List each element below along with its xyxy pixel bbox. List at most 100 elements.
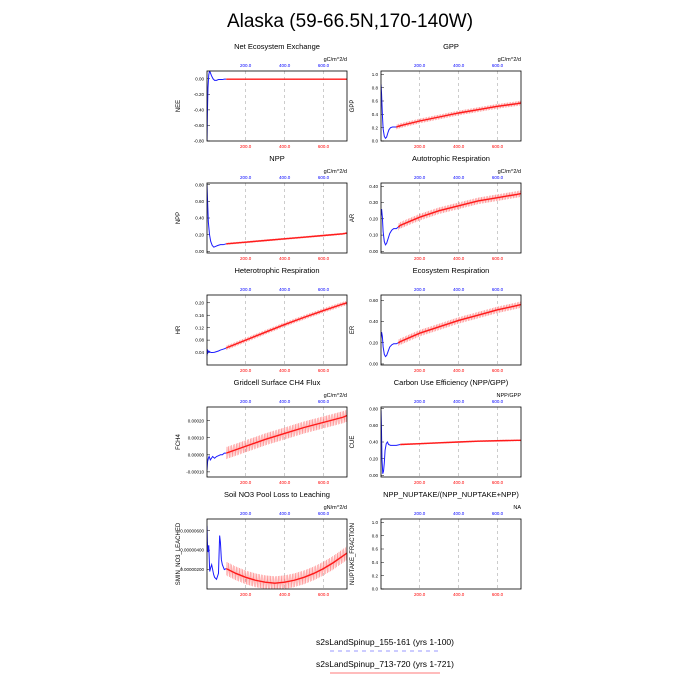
y-tick-label: 0.30	[369, 200, 378, 205]
panel-frame	[206, 182, 348, 254]
data-group	[207, 409, 347, 471]
y-tick-label: 0.00	[369, 473, 378, 478]
panel-frame	[206, 294, 348, 366]
data-group	[381, 190, 521, 246]
panel-frame	[206, 70, 348, 142]
y-tick-label: 0.80	[369, 406, 378, 411]
y-tick-label: 0.20	[195, 300, 204, 305]
panel-units: gC/m^2/d	[324, 393, 347, 399]
top-tick-label: 200.0	[240, 63, 252, 68]
series-line-0	[381, 209, 401, 246]
bottom-tick-label: 600.0	[318, 256, 330, 261]
top-tick-label: 600.0	[492, 511, 504, 516]
bottom-tick-label: 200.0	[240, 592, 252, 597]
y-tick-label: 0.08	[195, 338, 204, 343]
y-tick-label: 0.80	[195, 182, 204, 187]
y-tick-label: 1.0	[372, 72, 379, 77]
bottom-tick-label: 400.0	[453, 592, 465, 597]
series-line-1	[226, 232, 347, 245]
y-tick-label: 0.6	[372, 547, 379, 552]
top-tick-label: 600.0	[492, 399, 504, 404]
y-tick-label: 0.40	[369, 184, 378, 189]
top-tick-label: 600.0	[318, 511, 330, 516]
y-tick-label: 0.60	[369, 298, 378, 303]
bottom-tick-label: 600.0	[492, 368, 504, 373]
y-tick-label: -0.20	[194, 92, 205, 97]
panel-frame	[206, 518, 348, 590]
series-line-0	[207, 71, 227, 141]
y-axis-label: GPP	[350, 100, 356, 113]
y-tick-label: 0.60	[369, 423, 378, 428]
y-tick-label: 0.8	[372, 533, 379, 538]
legend: s2sLandSpinup_155-161 (yrs 1-100) s2sLan…	[316, 637, 454, 674]
bottom-tick-label: 600.0	[318, 480, 330, 485]
bottom-tick-label: 200.0	[240, 368, 252, 373]
y-tick-label: 0.2	[372, 573, 379, 578]
bottom-tick-label: 400.0	[279, 368, 291, 373]
bottom-tick-label: 600.0	[492, 256, 504, 261]
bottom-tick-label: 200.0	[414, 368, 426, 373]
top-tick-label: 600.0	[318, 399, 330, 404]
data-group	[207, 71, 347, 141]
y-tick-label: 0.00010	[188, 435, 205, 440]
panel-title: Autotrophic Respiration	[412, 154, 490, 163]
series-band-1	[396, 100, 521, 130]
y-axis-label: NPP	[176, 212, 182, 224]
top-tick-label: 200.0	[240, 175, 252, 180]
y-tick-label: 0.16	[195, 313, 204, 318]
bottom-tick-label: 200.0	[240, 256, 252, 261]
panel-units: NPP/GPP	[497, 393, 522, 399]
y-tick-label: -0.80	[194, 139, 205, 144]
top-tick-label: 600.0	[318, 63, 330, 68]
bottom-tick-label: 600.0	[492, 592, 504, 597]
top-tick-label: 600.0	[492, 287, 504, 292]
data-group	[381, 84, 521, 140]
panel-units: gC/m^2/d	[498, 169, 521, 175]
panel-frame	[380, 70, 522, 142]
y-axis-label: NUPTAKE_FRACTION	[350, 523, 356, 585]
y-tick-label: 0.40	[369, 440, 378, 445]
panel-7: Carbon Use Efficiency (NPP/GPP) NPP/GPP 20…	[350, 378, 522, 485]
bottom-tick-label: 600.0	[318, 144, 330, 149]
bottom-tick-label: 400.0	[453, 480, 465, 485]
panel-2: NPP gC/m^2/d 200.0 200.0 400.0 400.0 600.0 600.…	[176, 154, 348, 261]
bottom-tick-label: 200.0	[414, 480, 426, 485]
y-axis-label: NEE	[176, 100, 182, 112]
top-tick-label: 200.0	[240, 287, 252, 292]
panel-frame	[206, 406, 348, 478]
y-tick-label: 0.10	[369, 233, 378, 238]
bottom-tick-label: 400.0	[453, 256, 465, 261]
series-line-1	[397, 192, 521, 228]
series-line-1	[397, 303, 521, 344]
panel-title: GPP	[443, 42, 459, 51]
top-tick-label: 200.0	[240, 399, 252, 404]
y-tick-label: 0.60	[195, 199, 204, 204]
panel-title: NPP_NUPTAKE/(NPP_NUPTAKE+NPP)	[383, 490, 519, 499]
bottom-tick-label: 200.0	[240, 480, 252, 485]
top-tick-label: 400.0	[453, 287, 465, 292]
top-tick-label: 200.0	[240, 511, 252, 516]
y-tick-label: 0.00	[195, 249, 204, 254]
series-line-0	[207, 525, 227, 581]
y-tick-label: 0.0	[372, 587, 379, 592]
bottom-tick-label: 400.0	[453, 368, 465, 373]
y-tick-label: 0.20	[369, 456, 378, 461]
y-axis-label: SMIN_NO3_LEACHED	[176, 522, 182, 585]
bottom-tick-label: 400.0	[453, 144, 465, 149]
y-tick-label: 0.20	[195, 232, 204, 237]
series-line-0	[381, 410, 401, 474]
y-tick-label: 0.00000400	[180, 548, 204, 553]
y-tick-label: 0.40	[369, 319, 378, 324]
panels-group: Net Ecosystem Exchange gC/m^2/d 200.0 200.0…	[176, 42, 522, 597]
panel-frame	[380, 518, 522, 590]
top-tick-label: 200.0	[414, 287, 426, 292]
y-tick-label: 0.00	[195, 76, 204, 81]
top-tick-label: 200.0	[414, 511, 426, 516]
panel-units: gC/m^2/d	[498, 57, 521, 63]
bottom-tick-label: 400.0	[279, 256, 291, 261]
panel-units: NA	[513, 505, 521, 511]
bottom-tick-label: 200.0	[414, 256, 426, 261]
top-tick-label: 200.0	[414, 63, 426, 68]
